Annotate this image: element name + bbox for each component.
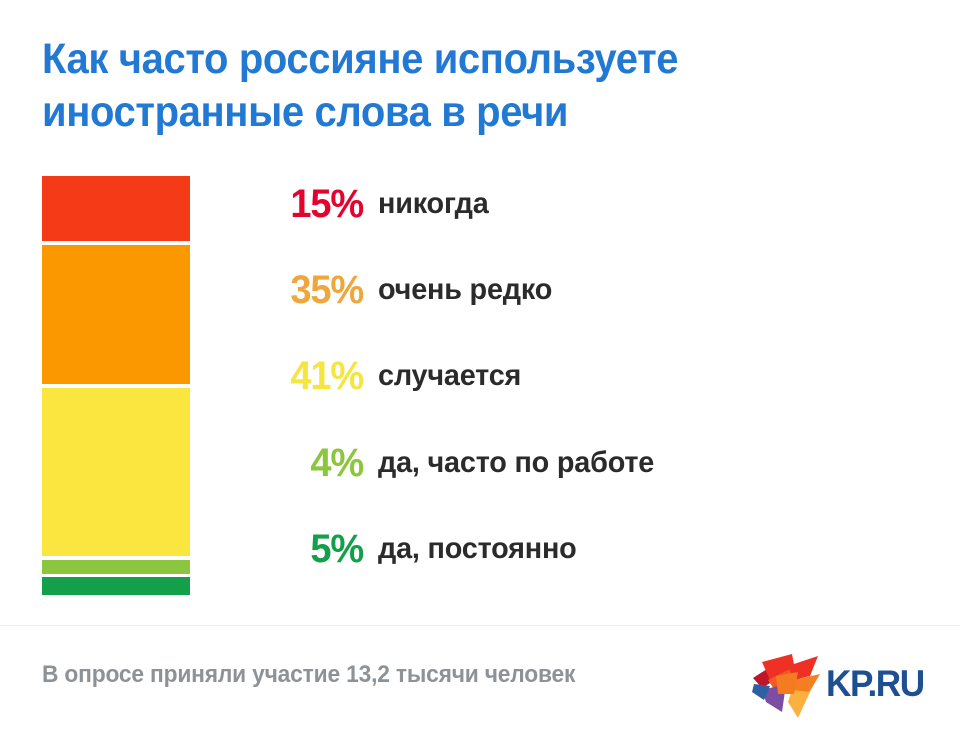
footer-divider	[0, 625, 960, 626]
stacked-bar-column	[42, 176, 190, 595]
bar-segment	[42, 560, 190, 574]
kp-ru-wordmark: KP.RU	[826, 663, 925, 704]
stacked-bar-chart: 15% никогда 35% очень редко 41% случается 4% да…	[42, 176, 916, 595]
bar-segment	[42, 245, 190, 384]
page-title-line-2: иностранные слова в речи	[42, 88, 569, 136]
legend-percentage: 15%	[290, 182, 364, 226]
swallow-bird-icon	[748, 650, 822, 722]
survey-sample-note: В опросе приняли участие 13,2 тысячи чел…	[42, 661, 576, 688]
legend-label: очень редко	[378, 273, 553, 306]
legend-row: 15% никогда	[216, 176, 916, 232]
legend-label: никогда	[378, 187, 489, 220]
legend-label: случается	[378, 359, 522, 392]
legend-row: 41% случается	[216, 348, 916, 404]
page-title: Как часто россияне используете иностранн…	[42, 33, 922, 139]
legend-percentage: 35%	[290, 268, 364, 312]
page-title-line-1: Как часто россияне используете	[42, 35, 679, 83]
bar-segment	[42, 176, 190, 241]
legend-row: 4% да, часто по работе	[216, 435, 916, 491]
legend-label: да, постоянно	[378, 532, 577, 565]
bar-segment	[42, 577, 190, 595]
legend-label: да, часто по работе	[378, 446, 655, 479]
legend-row: 35% очень редко	[216, 262, 916, 318]
bar-segment	[42, 388, 190, 556]
legend-percentage: 4%	[310, 441, 364, 485]
legend-percentage: 5%	[310, 527, 364, 571]
legend-row: 5% да, постоянно	[216, 521, 916, 577]
kp-ru-logo[interactable]: KP.RU	[748, 648, 928, 726]
legend-percentage: 41%	[290, 354, 364, 398]
